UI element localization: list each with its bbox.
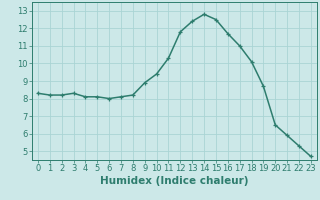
X-axis label: Humidex (Indice chaleur): Humidex (Indice chaleur) <box>100 176 249 186</box>
